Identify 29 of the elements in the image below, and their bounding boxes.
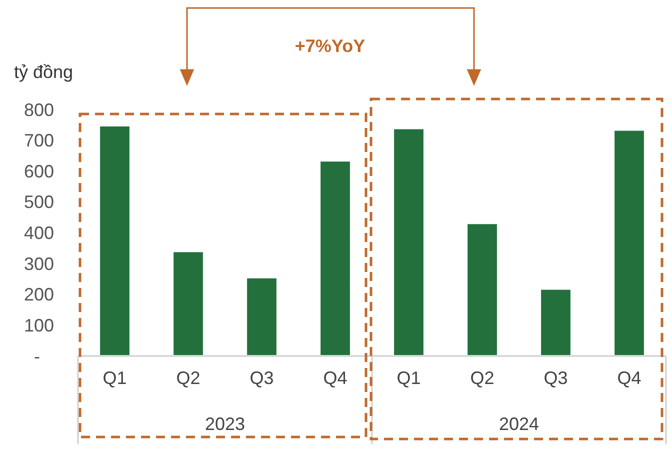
x-tick-label: Q2 bbox=[470, 368, 494, 388]
y-tick-label: - bbox=[34, 346, 40, 366]
y-axis-title: tỷ đồng bbox=[14, 62, 74, 82]
y-tick-label: 400 bbox=[24, 223, 54, 244]
bar bbox=[541, 290, 570, 356]
y-tick-label: 200 bbox=[24, 284, 54, 305]
bar bbox=[614, 130, 644, 356]
y-tick-label: 500 bbox=[24, 192, 54, 212]
bar bbox=[247, 278, 276, 356]
text: +7%YoY bbox=[294, 36, 366, 56]
x-tick-label: Q3 bbox=[544, 368, 568, 388]
y-tick-label: 300 bbox=[24, 254, 54, 274]
text: 2024 bbox=[498, 414, 540, 434]
y-tick-label: 700 bbox=[24, 130, 54, 151]
bar bbox=[100, 126, 130, 356]
bar bbox=[394, 129, 424, 356]
x-tick-label: Q3 bbox=[250, 368, 274, 388]
y-tick-label: 800 bbox=[24, 100, 54, 120]
bar bbox=[174, 252, 203, 356]
bar bbox=[468, 224, 497, 356]
text: 2023 bbox=[204, 414, 246, 434]
bar bbox=[320, 162, 350, 356]
x-tick-label: Q1 bbox=[396, 368, 421, 388]
x-tick-label: Q2 bbox=[176, 368, 200, 388]
x-tick-label: Q1 bbox=[102, 368, 127, 388]
y-tick-label: 100 bbox=[24, 315, 54, 336]
x-tick-label: Q4 bbox=[617, 368, 642, 388]
y-tick-label: 600 bbox=[24, 161, 54, 182]
x-tick-label: Q4 bbox=[323, 368, 348, 388]
